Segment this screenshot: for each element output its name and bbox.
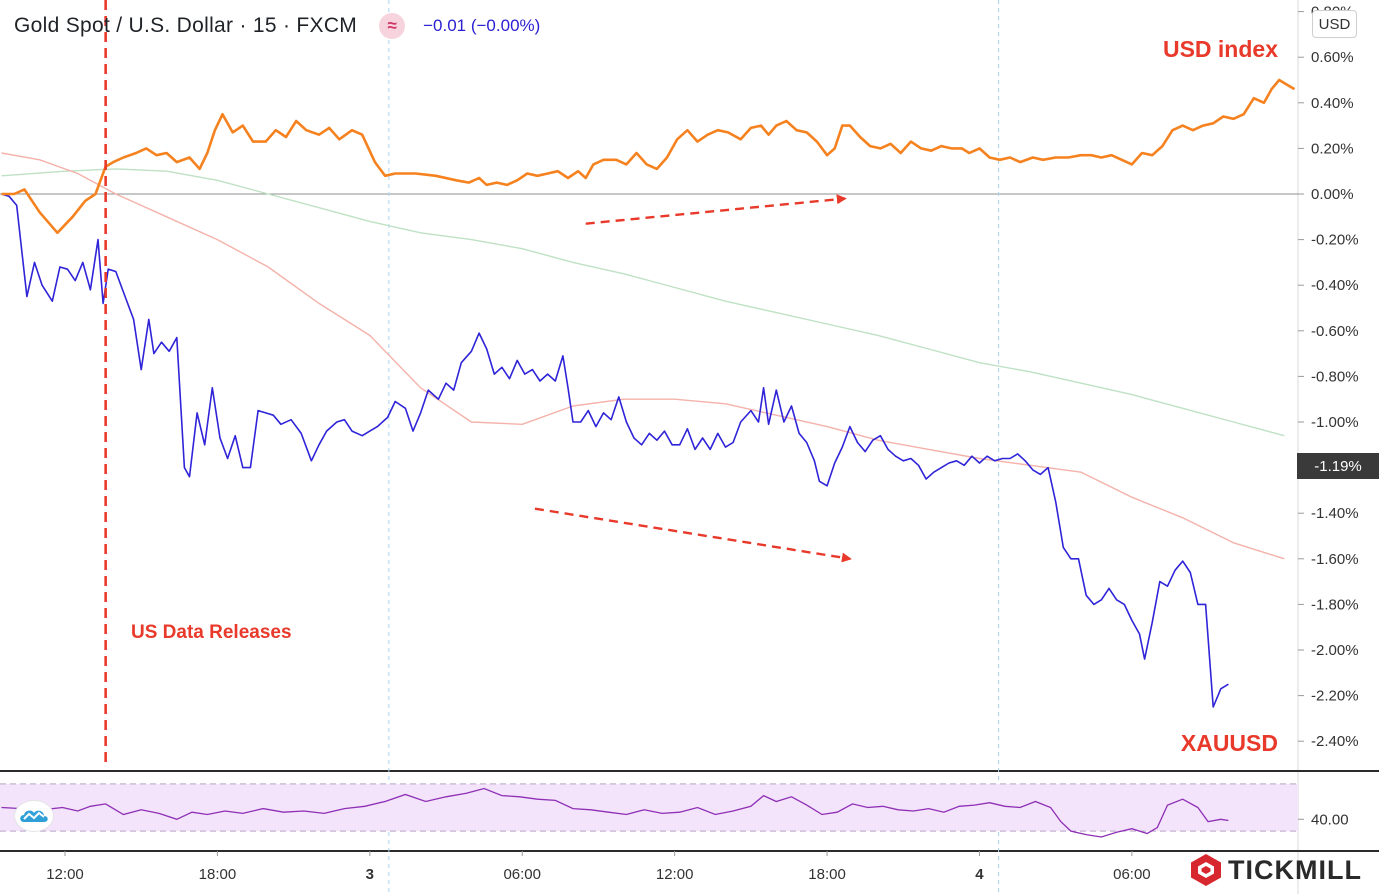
oscillator-line <box>1 787 1229 838</box>
usd-index-line <box>1 78 1296 235</box>
y-tick-label: 0.20% <box>1311 140 1354 157</box>
last-value-badge <box>1297 453 1379 479</box>
y-tick-label: 0.40% <box>1311 95 1354 112</box>
y-tick-label: 0.60% <box>1311 49 1354 66</box>
y-tick-label: -2.20% <box>1311 688 1359 705</box>
price-change: −0.01 (−0.00%) <box>423 16 541 35</box>
y-tick-label: -2.40% <box>1311 733 1359 750</box>
x-tick-label: 12:00 <box>656 866 694 883</box>
indicator-badge-icon[interactable]: ≈ <box>379 13 406 39</box>
tickmill-logo-icon <box>1191 854 1221 886</box>
y-tick-label: -1.40% <box>1311 505 1359 522</box>
y-tick-label: -1.00% <box>1311 414 1359 431</box>
symbol-title[interactable]: Gold Spot / U.S. Dollar · 15 · FXCM <box>14 14 358 37</box>
oscillator-band <box>0 783 1298 832</box>
x-tick-label: 4 <box>975 866 984 883</box>
us-data-releases-label: US Data Releases <box>131 622 292 643</box>
y-tick-label: -2.00% <box>1311 642 1359 659</box>
trend-arrow-2 <box>534 507 852 563</box>
x-tick-label: 18:00 <box>808 866 846 883</box>
x-tick-label: 3 <box>366 866 374 883</box>
last-value-label: -1.19% <box>1314 458 1362 475</box>
oscillator-cloud-icon[interactable] <box>14 800 54 832</box>
tickmill-logo: TICKMILL <box>1190 852 1362 888</box>
oscillator-cloud-icon-graphic <box>20 810 48 822</box>
xauusd-label: XAUUSD <box>1181 730 1278 756</box>
ma-slow-line <box>1 168 1285 437</box>
y-tick-label: -0.80% <box>1311 368 1359 385</box>
ma-fast-line <box>1 152 1285 560</box>
y-tick-label: 0.00% <box>1311 186 1354 203</box>
xauusd-line <box>1 193 1229 708</box>
y-tick-label: -0.60% <box>1311 323 1359 340</box>
currency-button[interactable]: USD <box>1312 10 1357 38</box>
x-tick-label: 06:00 <box>503 866 541 883</box>
x-tick-label: 06:00 <box>1113 866 1151 883</box>
trend-arrow-1 <box>585 194 847 225</box>
oscillator-tick-label: 40.00 <box>1311 811 1349 828</box>
y-tick-label: -1.60% <box>1311 551 1359 568</box>
y-tick-label: -0.40% <box>1311 277 1359 294</box>
y-tick-label: -0.20% <box>1311 232 1359 249</box>
chart-header: Gold Spot / U.S. Dollar · 15 · FXCM ≈ −0… <box>14 12 540 40</box>
logo-text: TICKMILL <box>1228 854 1362 885</box>
x-tick-label: 12:00 <box>46 866 84 883</box>
x-tick-label: 18:00 <box>199 866 237 883</box>
usd-index-label: USD index <box>1163 36 1278 62</box>
y-tick-label: -1.80% <box>1311 596 1359 613</box>
